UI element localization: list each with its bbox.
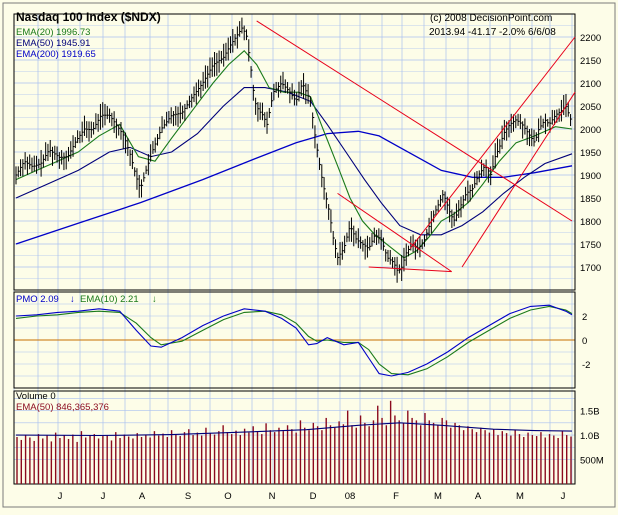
price-layer [15, 17, 573, 283]
x-tick-label: J [101, 491, 106, 502]
pmo-tick-label: 2 [582, 312, 587, 323]
volume-tick-label: 1.5B [580, 407, 600, 418]
x-tick-label: J [58, 491, 63, 502]
pmo-layer [15, 304, 573, 377]
legend-ema50: EMA(50) 1945.91 [16, 38, 90, 49]
price-tick-label: 1800 [580, 217, 601, 228]
price-tick-label: 1750 [580, 240, 601, 251]
legend-ema10: EMA(10) 2.21 [80, 294, 139, 305]
price-tick-label: 2100 [580, 79, 601, 90]
volume-tick-label: 500M [580, 456, 604, 467]
volume-layer [15, 400, 573, 484]
price-tick-label: 1700 [580, 263, 601, 274]
ema20-line [15, 50, 573, 259]
quote-label: 2013.94 -41.17 -2.0% 6/6/08 [429, 27, 556, 38]
legend-ema200: EMA(200) 1919.65 [16, 49, 96, 60]
x-tick-label: A [139, 491, 146, 502]
price-tick-label: 1900 [580, 171, 601, 182]
trendline [256, 20, 573, 222]
price-tick-label: 1950 [580, 148, 601, 159]
legend-ema10-arrow: ↓ [152, 294, 157, 305]
x-tick-label: M [516, 491, 524, 502]
panel-frame [13, 13, 576, 291]
x-tick-label: D [310, 491, 317, 502]
x-tick-label: O [224, 491, 231, 502]
panel-frames [13, 13, 576, 485]
trendline [368, 266, 452, 273]
trendline [337, 192, 452, 273]
outer-frame [2, 2, 616, 508]
trendline [461, 91, 576, 268]
volume-ema-line [15, 422, 573, 437]
x-tick-label: M [434, 491, 442, 502]
ticks-layer: 1700 1750 1800 1850 1900 1950 2000 2050 2100 2150… [58, 33, 604, 502]
legend-pmo-arrow: ↓ [70, 294, 75, 305]
pmo-ema10-line [15, 305, 573, 376]
trendline [409, 36, 576, 249]
price-tick-label: 1850 [580, 194, 601, 205]
pmo-tick-label: 0 [582, 336, 587, 347]
price-tick-label: 2050 [580, 102, 601, 113]
panel-frame [13, 390, 576, 485]
x-tick-label: 08 [345, 491, 356, 502]
price-tick-label: 2200 [580, 33, 601, 44]
panel-frame [13, 291, 576, 389]
trend-layer [256, 20, 576, 273]
chart-title: Nasdaq 100 Index ($NDX) [16, 10, 161, 24]
x-tick-label: S [185, 491, 191, 502]
pmo-line [15, 304, 573, 377]
volume-tick-label: 1.0B [580, 431, 600, 442]
x-tick-label: F [393, 491, 399, 502]
x-tick-label: J [561, 491, 566, 502]
x-tick-label: A [475, 491, 482, 502]
price-tick-label: 2150 [580, 56, 601, 67]
legend-volume: Volume 0 [16, 391, 56, 402]
copyright-label: (c) 2008 DecisionPoint.com [430, 13, 552, 24]
legend-ema20: EMA(20) 1996.73 [16, 27, 90, 38]
pmo-tick-label: -2 [582, 360, 590, 371]
x-tick-label: N [269, 491, 276, 502]
legend-pmo: PMO 2.09 [16, 294, 59, 305]
price-tick-label: 2000 [580, 125, 601, 136]
legend-volume-ema: EMA(50) 846,365,376 [16, 402, 109, 413]
